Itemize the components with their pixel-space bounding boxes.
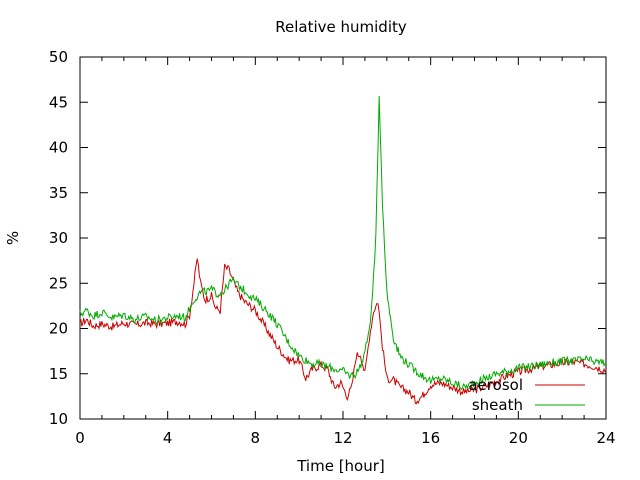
y-tick-label: 45: [49, 93, 68, 111]
x-tick-label: 8: [251, 429, 261, 447]
y-tick-label: 20: [49, 320, 68, 338]
x-tick-label: 20: [509, 429, 528, 447]
series-lines: [79, 95, 607, 405]
y-tick-label: 25: [49, 274, 68, 292]
chart-title: Relative humidity: [275, 18, 407, 36]
x-tick-label: 12: [333, 429, 352, 447]
series-line-aerosol: [79, 258, 607, 405]
y-tick-label: 35: [49, 184, 68, 202]
x-tick-label: 0: [75, 429, 85, 447]
y-tick-label: 10: [49, 410, 68, 428]
y-tick-label: 15: [49, 365, 68, 383]
axis-ticks: [79, 56, 607, 420]
plot-frame: [79, 56, 607, 420]
tick-labels: 10 15 20 25 30 35 40 45 50 0 4 8 12 16 20 24: [49, 48, 616, 447]
x-tick-label: 16: [421, 429, 440, 447]
x-tick-label: 24: [596, 429, 615, 447]
y-tick-label: 50: [49, 48, 68, 66]
legend-label-sheath: sheath: [472, 396, 523, 414]
legend: aerosol sheath: [468, 376, 585, 414]
y-axis-label: %: [4, 231, 22, 245]
series-line-sheath: [79, 95, 607, 391]
legend-label-aerosol: aerosol: [468, 376, 523, 394]
y-tick-label: 40: [49, 139, 68, 157]
x-axis-label: Time [hour]: [296, 457, 385, 475]
y-tick-label: 30: [49, 229, 68, 247]
plot-border: [79, 56, 607, 420]
x-tick-label: 4: [163, 429, 173, 447]
